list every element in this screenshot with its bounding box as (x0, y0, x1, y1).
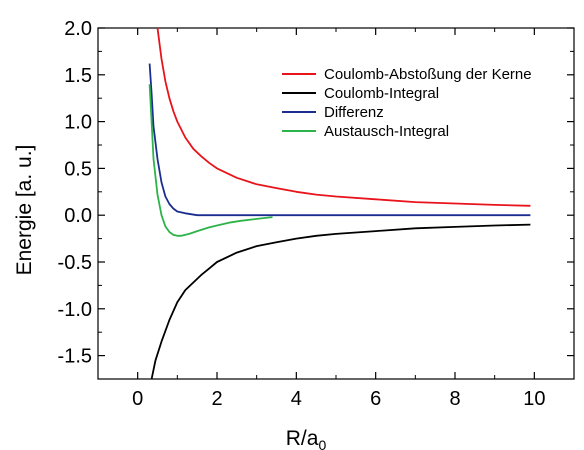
x-tick-label: 10 (523, 388, 545, 410)
x-tick-label: 0 (132, 388, 143, 410)
legend-label: Coulomb-Integral (324, 85, 439, 102)
y-tick-label: -0.5 (58, 252, 92, 274)
x-tick-label: 8 (449, 388, 460, 410)
x-axis-label: R/a0 (286, 427, 327, 450)
y-tick-label: -1.5 (58, 346, 92, 368)
x-tick-label: 6 (370, 388, 381, 410)
x-axis-label-main: R/a (286, 427, 319, 450)
series-line-austausch-integral (148, 84, 273, 237)
y-axis-label: Energie [a. u.] (13, 145, 36, 276)
legend-label: Coulomb-Abstoßung der Kerne (324, 66, 532, 83)
x-tick-label: 4 (291, 388, 302, 410)
legend-label: Differenz (324, 104, 384, 121)
y-tick-label: 0.0 (64, 205, 92, 227)
x-axis-label-subscript: 0 (318, 437, 326, 450)
series-line-differenz (148, 63, 531, 217)
y-tick-label: 0.5 (64, 158, 92, 180)
series-line-coulomb-integral (150, 223, 531, 380)
y-tick-label: 2.0 (64, 18, 92, 40)
y-tick-label: 1.5 (64, 65, 92, 87)
series-line-coulomb-abstossung-der-kerne (156, 27, 531, 207)
y-tick-label: -1.0 (58, 299, 92, 321)
legend-label: Austausch-Integral (324, 123, 449, 140)
axis-ticks: 0 2 4 6 8 10 2.0 1.5 1.0 0.5 0.0 -0.5 -1.0 -1.5 (58, 18, 575, 410)
legend: Coulomb-Abstoßung der Kerne Coulomb-Integ… (282, 66, 532, 140)
y-tick-label: 1.0 (64, 112, 92, 134)
x-tick-label: 2 (211, 388, 222, 410)
series-layer (148, 27, 531, 380)
